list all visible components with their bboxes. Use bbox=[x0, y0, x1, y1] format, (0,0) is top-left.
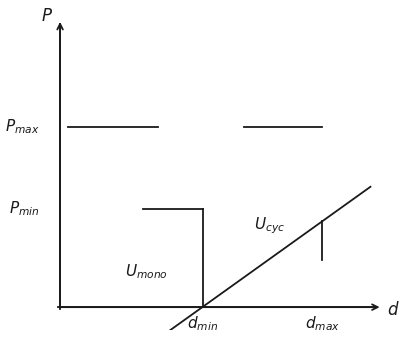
Text: $d_{max}$: $d_{max}$ bbox=[305, 314, 340, 333]
Text: $U_{cyc}$: $U_{cyc}$ bbox=[255, 215, 286, 236]
Text: $d$: $d$ bbox=[387, 301, 400, 319]
Text: $U_{mono}$: $U_{mono}$ bbox=[125, 262, 168, 280]
Text: $P$: $P$ bbox=[41, 7, 53, 25]
Text: $P_{max}$: $P_{max}$ bbox=[5, 118, 40, 136]
Text: $P_{min}$: $P_{min}$ bbox=[9, 200, 40, 218]
Text: $d_{min}$: $d_{min}$ bbox=[187, 314, 218, 333]
